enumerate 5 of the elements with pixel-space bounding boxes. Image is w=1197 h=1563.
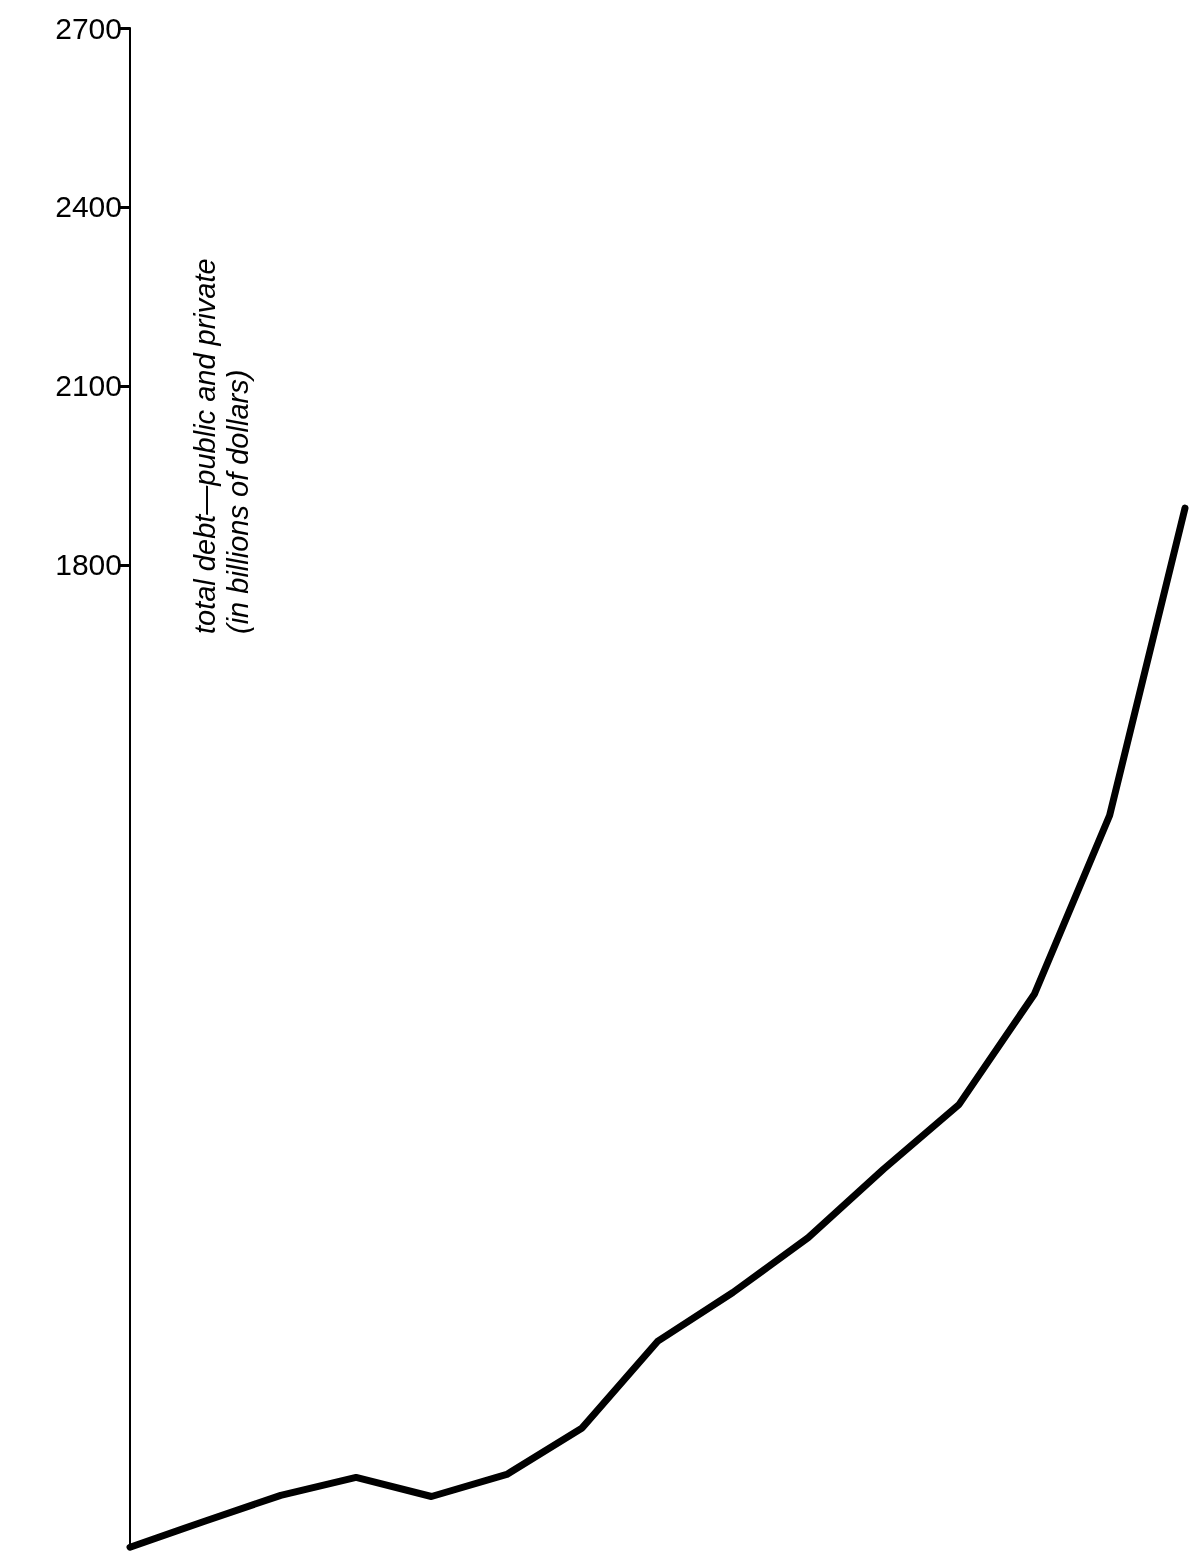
y-tick-label: 2100 bbox=[55, 369, 122, 403]
y-axis-title: total debt—public and private (in billions of dollars) bbox=[188, 258, 254, 634]
y-tick-label: 2400 bbox=[55, 190, 122, 224]
y-tick-label: 1800 bbox=[55, 548, 122, 582]
y-tick-label: 2700 bbox=[55, 11, 122, 45]
